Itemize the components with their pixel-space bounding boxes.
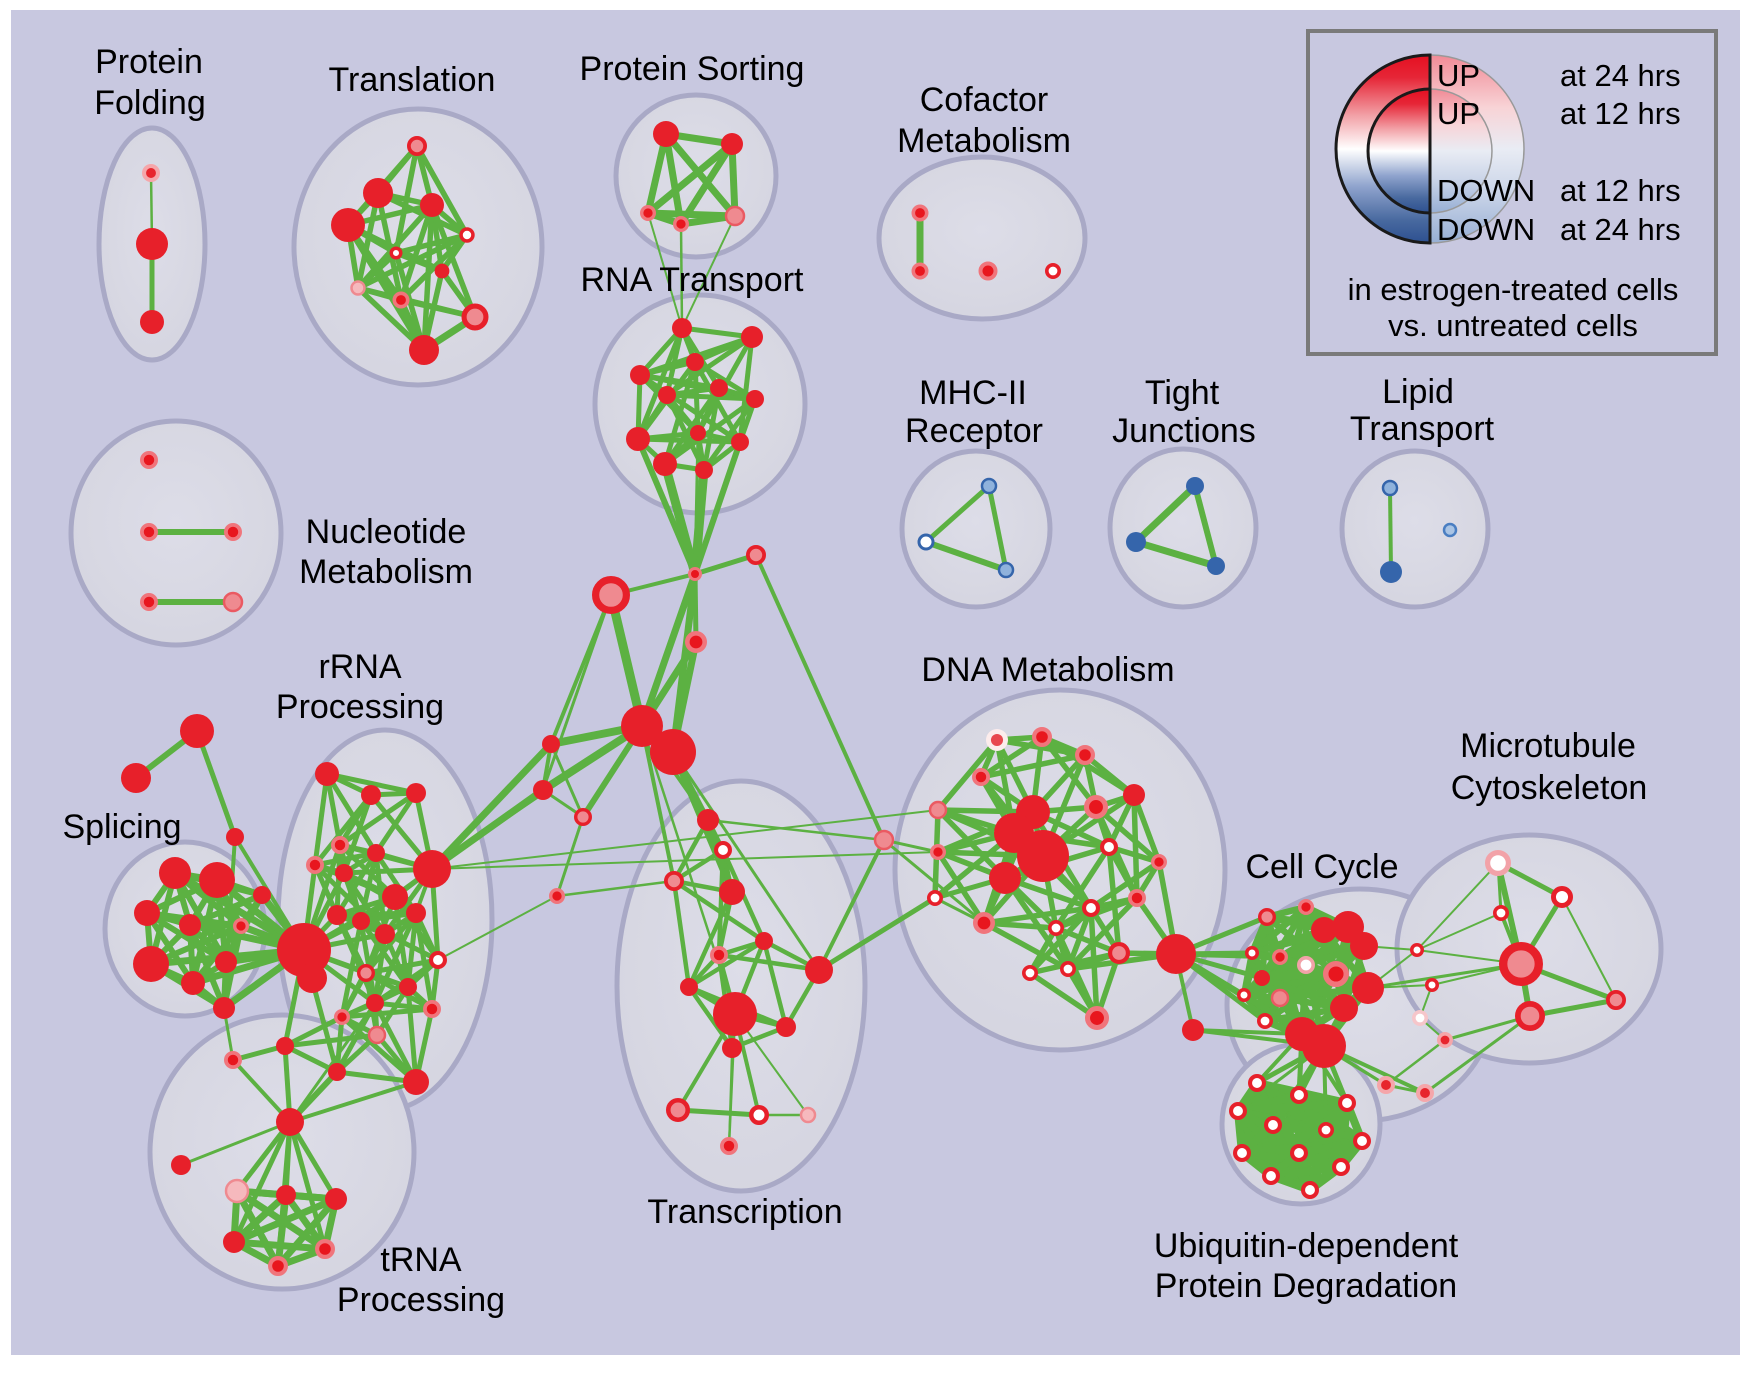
svg-text:Processing: Processing [276, 688, 444, 726]
svg-text:Protein Sorting: Protein Sorting [580, 50, 805, 88]
svg-text:Cytoskeleton: Cytoskeleton [1451, 769, 1648, 807]
svg-text:vs. untreated cells: vs. untreated cells [1388, 308, 1638, 343]
svg-text:at 12 hrs: at 12 hrs [1560, 96, 1681, 131]
svg-text:RNA Transport: RNA Transport [581, 261, 805, 299]
svg-text:Processing: Processing [337, 1281, 505, 1319]
svg-text:Tight: Tight [1145, 374, 1220, 412]
svg-text:Cell Cycle: Cell Cycle [1245, 848, 1398, 886]
svg-text:DOWN: DOWN [1437, 212, 1535, 247]
svg-text:tRNA: tRNA [380, 1241, 462, 1279]
svg-text:Nucleotide: Nucleotide [306, 513, 467, 551]
svg-text:UP: UP [1437, 96, 1480, 131]
svg-text:Lipid: Lipid [1382, 373, 1454, 411]
svg-text:at 24 hrs: at 24 hrs [1560, 58, 1681, 93]
svg-text:Microtubule: Microtubule [1460, 727, 1636, 765]
svg-text:DOWN: DOWN [1437, 173, 1535, 208]
svg-text:at 12 hrs: at 12 hrs [1560, 173, 1681, 208]
svg-text:Receptor: Receptor [905, 412, 1043, 450]
svg-text:UP: UP [1437, 58, 1480, 93]
svg-text:Ubiquitin-dependent: Ubiquitin-dependent [1154, 1227, 1459, 1265]
svg-text:in estrogen-treated cells: in estrogen-treated cells [1348, 272, 1679, 307]
svg-text:DNA Metabolism: DNA Metabolism [921, 651, 1174, 689]
svg-text:Junctions: Junctions [1112, 412, 1256, 450]
svg-text:at 24 hrs: at 24 hrs [1560, 212, 1681, 247]
svg-text:Splicing: Splicing [62, 808, 181, 846]
svg-text:MHC-II: MHC-II [919, 374, 1027, 412]
svg-text:Translation: Translation [329, 61, 496, 99]
svg-text:Protein Degradation: Protein Degradation [1155, 1267, 1457, 1305]
svg-text:Folding: Folding [94, 84, 206, 122]
svg-text:rRNA: rRNA [318, 648, 401, 686]
svg-text:Protein: Protein [95, 43, 203, 81]
svg-text:Transport: Transport [1350, 410, 1495, 448]
svg-text:Metabolism: Metabolism [897, 122, 1071, 160]
svg-text:Transcription: Transcription [647, 1193, 842, 1231]
svg-text:Metabolism: Metabolism [299, 553, 473, 591]
svg-text:Cofactor: Cofactor [920, 81, 1049, 119]
